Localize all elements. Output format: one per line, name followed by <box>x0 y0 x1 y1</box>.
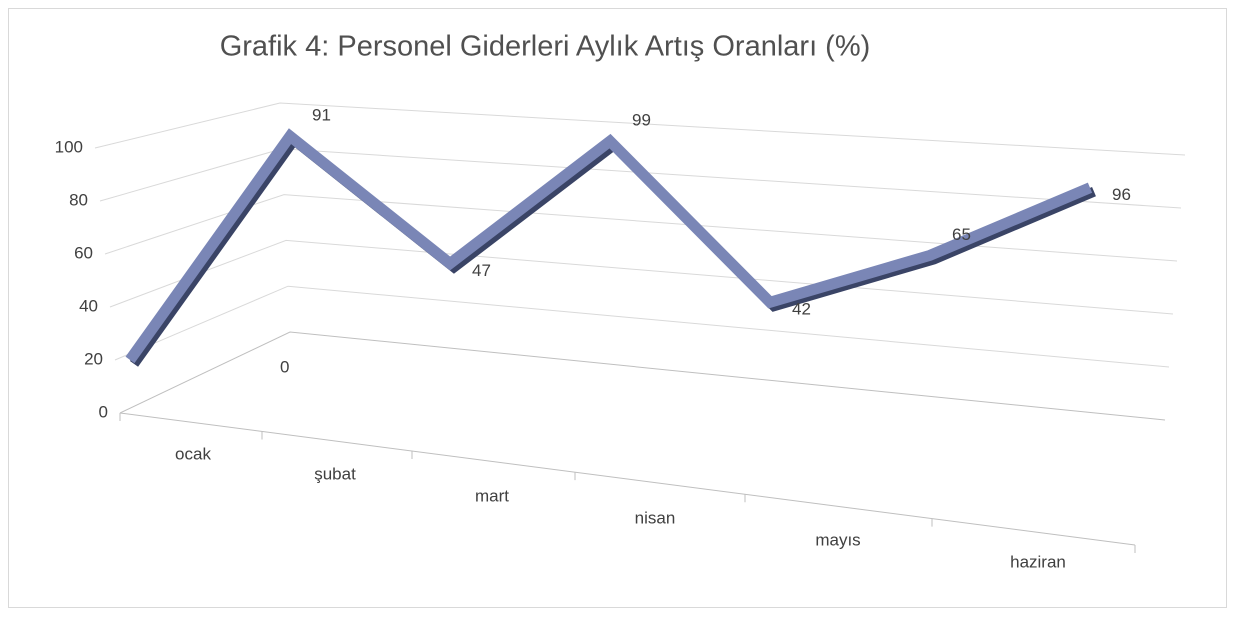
grid-line <box>104 194 1178 262</box>
chart-border <box>8 8 1227 608</box>
grid-line <box>94 102 1186 156</box>
y-tick-label: 100 <box>55 137 83 156</box>
y-tick-label: 60 <box>74 243 93 262</box>
y-tick-label: 0 <box>99 402 108 421</box>
data-label: 99 <box>632 111 651 130</box>
floor-edge <box>119 412 1136 546</box>
y-tick-label: 40 <box>79 296 98 315</box>
data-label: 91 <box>312 106 331 125</box>
data-label: 0 <box>280 357 289 376</box>
grid-line <box>109 239 1174 315</box>
x-tick-label: şubat <box>314 464 356 483</box>
x-tick-label: mart <box>475 486 509 505</box>
data-label: 42 <box>792 300 811 319</box>
x-tick-label: nisan <box>635 508 676 527</box>
line-series <box>125 128 1093 364</box>
x-tick-label: mayıs <box>815 530 860 549</box>
y-tick-label: 80 <box>69 190 88 209</box>
data-label: 96 <box>1112 185 1131 204</box>
grid-line <box>119 331 1166 421</box>
y-tick-label: 20 <box>84 349 103 368</box>
x-tick-label: ocak <box>175 444 211 463</box>
grid-line <box>114 285 1170 368</box>
chart-title: Grafik 4: Personel Giderleri Aylık Artış… <box>220 31 871 63</box>
x-tick-label: haziran <box>1010 552 1066 571</box>
data-label: 65 <box>952 225 971 244</box>
data-label: 47 <box>472 261 491 280</box>
